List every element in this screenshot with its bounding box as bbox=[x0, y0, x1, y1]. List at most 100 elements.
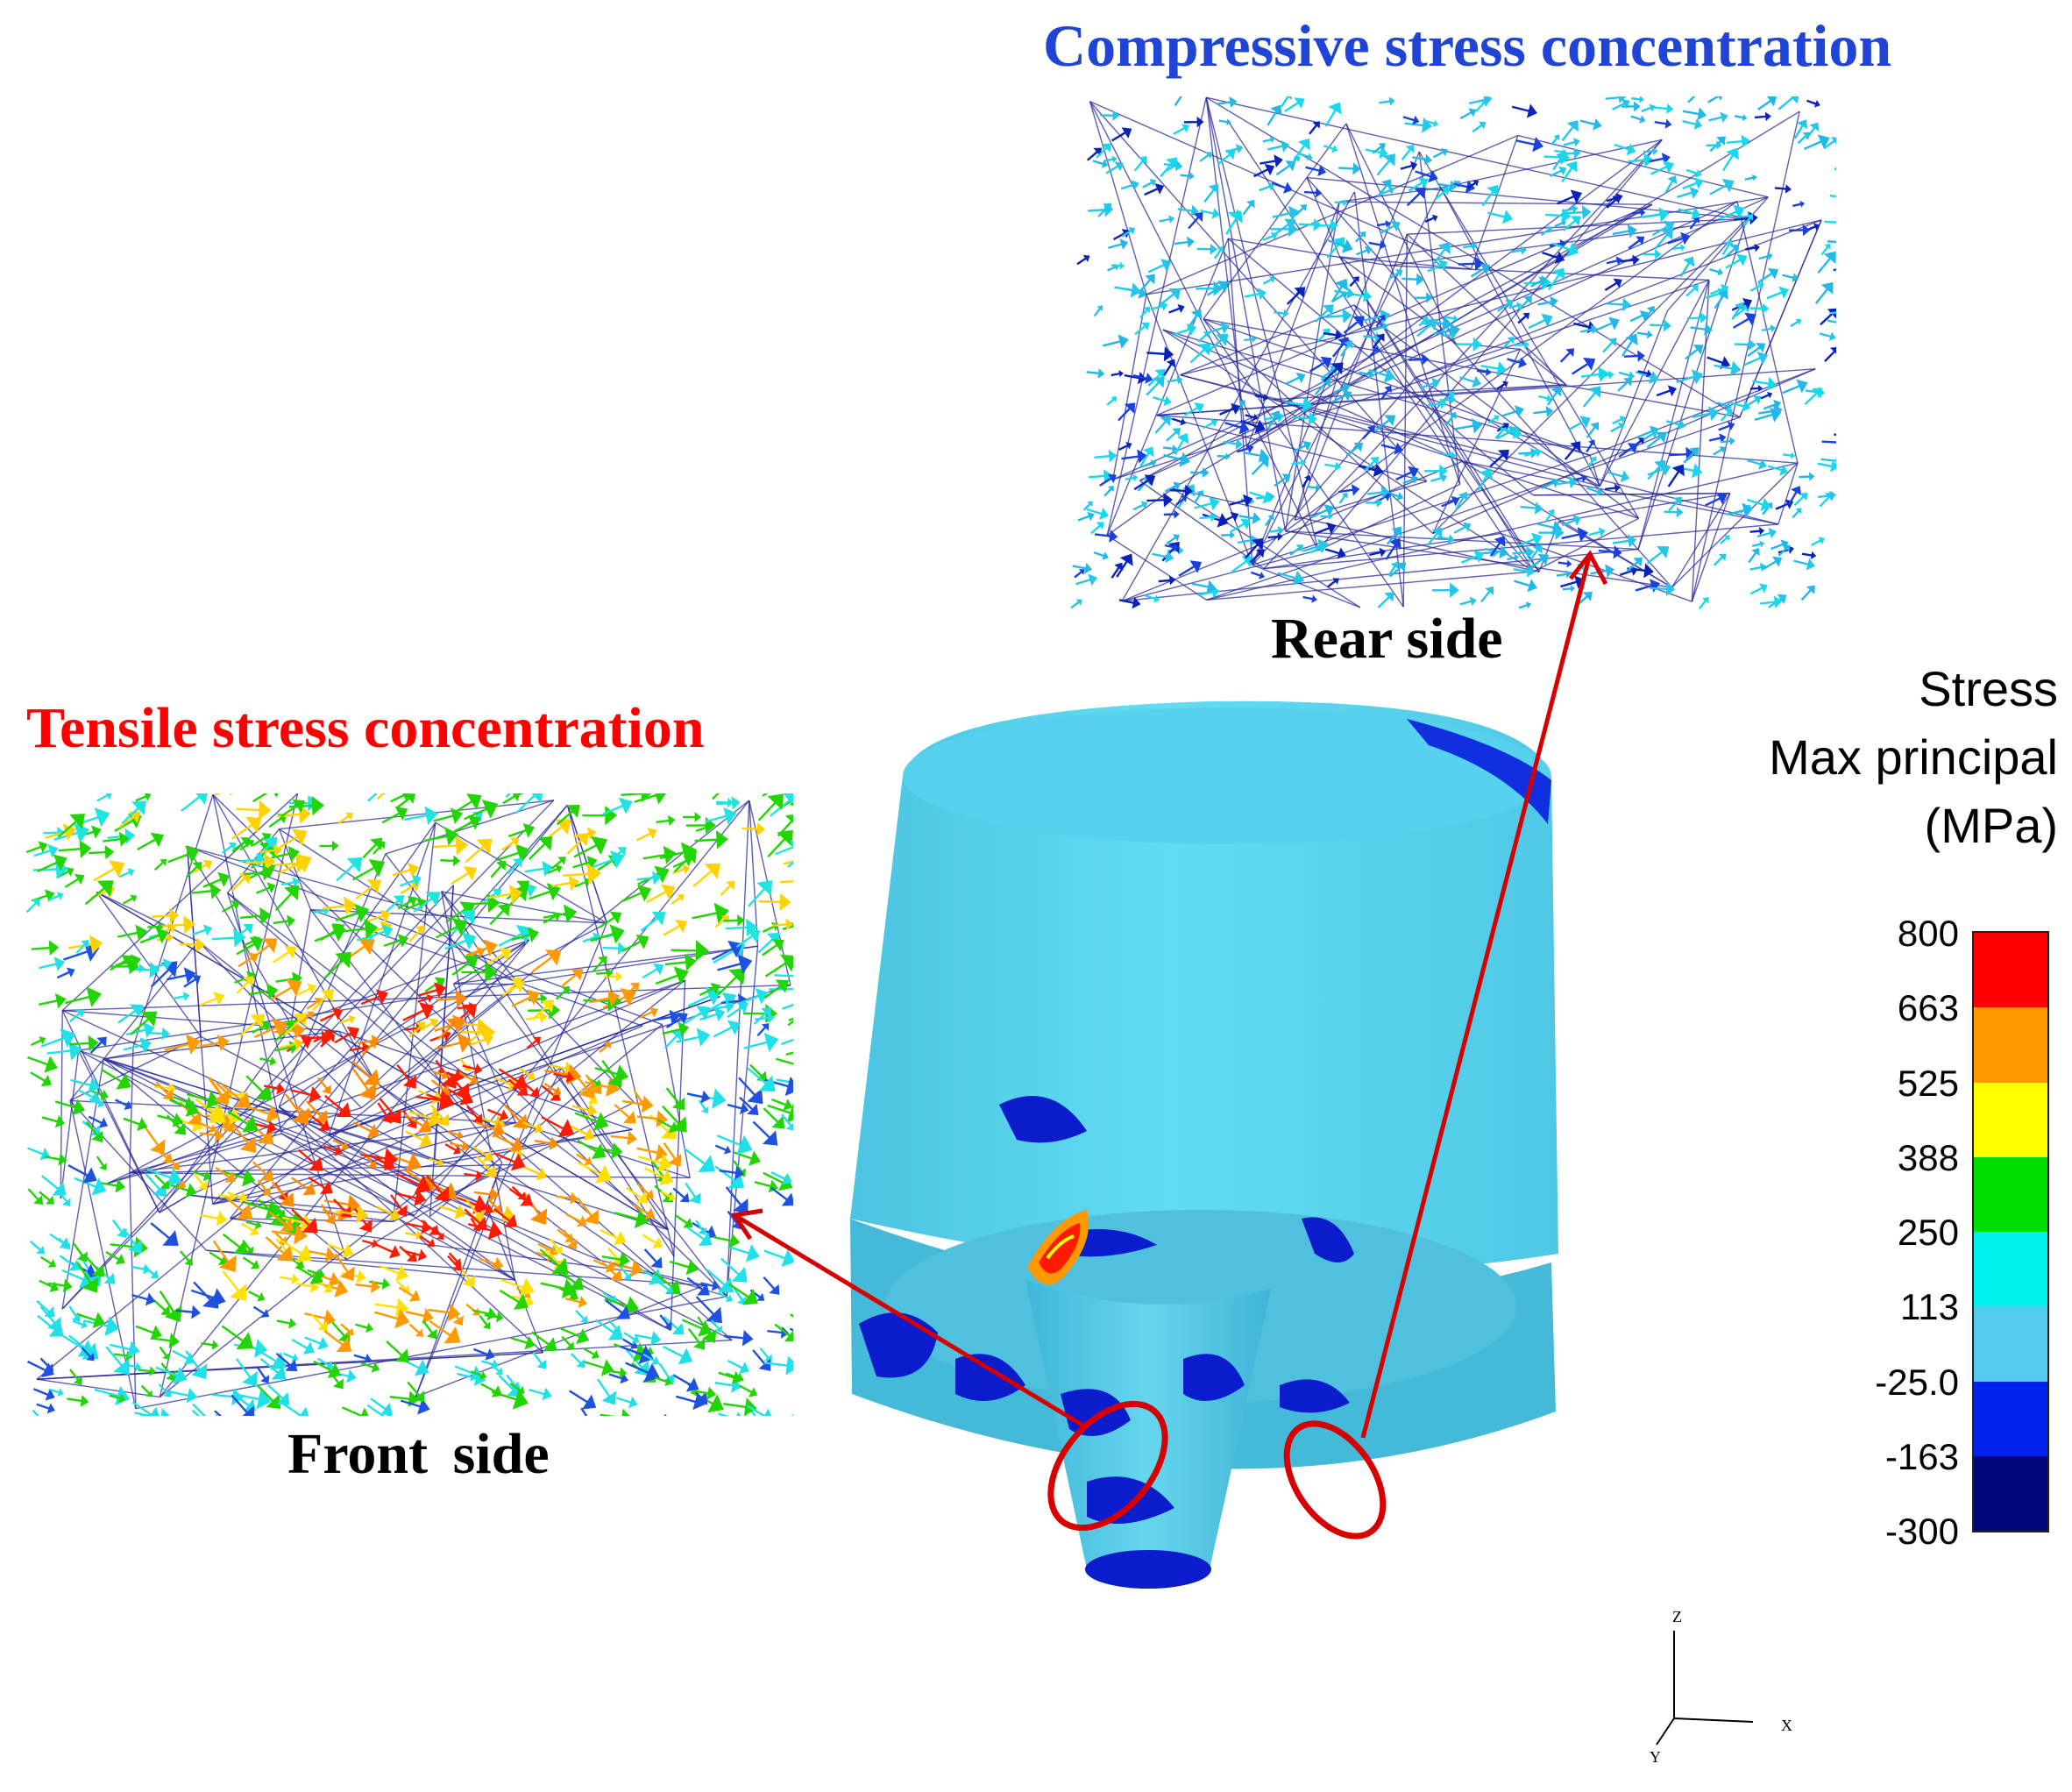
stress-vector-arrow bbox=[596, 1378, 617, 1405]
stress-vector-arrow bbox=[1159, 288, 1181, 307]
stress-vector-arrow bbox=[1676, 369, 1704, 385]
stress-vector-arrow bbox=[59, 1255, 81, 1271]
mesh-edge bbox=[328, 984, 791, 1136]
stress-vector-arrow bbox=[1096, 143, 1111, 159]
compressive-hotspot bbox=[1302, 1217, 1354, 1262]
stress-vector-arrow bbox=[636, 1110, 668, 1127]
stress-vector-arrow bbox=[1458, 256, 1485, 272]
stress-vector-arrow bbox=[96, 1156, 108, 1170]
stress-vector-arrow bbox=[69, 1035, 99, 1052]
mesh-edge bbox=[1139, 196, 1769, 481]
stress-vector-arrow bbox=[281, 1213, 314, 1232]
mesh-edge bbox=[1402, 234, 1409, 608]
stress-vector-arrow bbox=[1314, 522, 1337, 535]
stress-vector-arrow bbox=[532, 1351, 547, 1369]
stress-vector-arrow bbox=[369, 1277, 391, 1291]
stress-vector-arrow bbox=[1183, 402, 1204, 416]
stress-vector-arrow bbox=[1174, 96, 1182, 107]
stress-vector-arrow bbox=[770, 1186, 793, 1206]
stress-vector-arrow bbox=[1236, 444, 1254, 454]
stress-vector-arrow bbox=[637, 865, 670, 885]
stress-vector-arrow bbox=[1262, 276, 1275, 285]
stress-vector-arrow bbox=[749, 1063, 768, 1082]
mesh-edge bbox=[78, 1049, 515, 1281]
stress-vector-arrow bbox=[201, 1122, 216, 1133]
stress-vector-arrow bbox=[777, 814, 793, 837]
stress-vector-arrow bbox=[314, 924, 346, 942]
stress-vector-arrow bbox=[1267, 104, 1282, 126]
stress-vector-arrow bbox=[1610, 422, 1625, 433]
mesh-edge bbox=[1203, 318, 1740, 418]
mesh-edge bbox=[1205, 97, 1319, 551]
mesh-edge bbox=[188, 979, 685, 1196]
stress-vector-arrow bbox=[39, 1191, 55, 1205]
mesh-edge bbox=[1284, 202, 1340, 532]
stress-vector-arrow bbox=[1093, 551, 1109, 560]
stress-vector-arrow bbox=[1076, 254, 1090, 266]
stress-vector-arrow bbox=[694, 830, 728, 850]
stress-vector-arrow bbox=[633, 1090, 646, 1107]
stress-vector-arrow bbox=[1749, 384, 1763, 392]
stress-vector-arrow bbox=[215, 793, 232, 796]
stress-vector-arrow bbox=[1099, 473, 1117, 487]
stress-vector-arrow bbox=[1767, 464, 1789, 476]
stress-vector-arrow bbox=[1664, 175, 1678, 194]
stress-vector-arrow bbox=[501, 980, 525, 997]
stress-vector-arrow bbox=[440, 855, 461, 867]
stress-vector-arrow bbox=[717, 968, 746, 996]
stress-vector-arrow bbox=[770, 793, 793, 817]
stress-vector-arrow bbox=[140, 1384, 153, 1397]
stress-vector-arrow bbox=[193, 1172, 208, 1191]
stress-vector-arrow bbox=[1291, 459, 1307, 467]
stress-vector-arrow bbox=[561, 1335, 575, 1350]
stress-vector-arrow bbox=[1720, 437, 1735, 445]
cone-tip bbox=[1085, 1550, 1211, 1589]
stress-vector-arrow bbox=[1267, 410, 1281, 430]
stress-vector-arrow bbox=[259, 1357, 287, 1380]
fea-model-3d-view bbox=[850, 700, 1558, 1589]
stress-vector-arrow bbox=[1244, 335, 1257, 343]
stress-vector-arrow bbox=[1474, 99, 1487, 112]
mesh-edge bbox=[1229, 123, 1502, 534]
stress-vector-arrow bbox=[1334, 198, 1348, 207]
stress-vector-arrow bbox=[1444, 412, 1457, 426]
stress-vector-arrow bbox=[305, 1030, 331, 1045]
axis-z-label: Z bbox=[1672, 1608, 1682, 1625]
stress-vector-arrow bbox=[1731, 302, 1745, 320]
stress-vector-arrow bbox=[362, 837, 383, 859]
stress-vector-arrow bbox=[1690, 323, 1713, 336]
stress-vector-arrow bbox=[26, 841, 48, 854]
mesh-edge bbox=[1180, 373, 1600, 487]
stress-vector-arrow bbox=[214, 1410, 223, 1416]
stress-vector-arrow bbox=[725, 1186, 749, 1214]
stress-vector-arrow bbox=[716, 1134, 753, 1156]
stress-vector-arrow bbox=[1174, 433, 1189, 456]
front-side-caption: Front side bbox=[287, 1422, 550, 1486]
stress-vector-arrow bbox=[1145, 594, 1160, 603]
stress-vector-arrow bbox=[1719, 204, 1745, 220]
stress-vector-arrow bbox=[1285, 396, 1313, 413]
stress-vector-arrow bbox=[1359, 463, 1384, 478]
stress-vector-arrow bbox=[672, 855, 693, 868]
stress-vector-arrow bbox=[1348, 288, 1373, 302]
mesh-edge bbox=[1317, 139, 1663, 551]
stress-vector-arrow bbox=[763, 1171, 793, 1191]
stress-vector-arrow bbox=[1380, 442, 1404, 455]
stress-vector-arrow bbox=[1643, 249, 1662, 260]
stress-vector-arrow bbox=[1656, 385, 1677, 397]
stress-vector-arrow bbox=[1817, 251, 1836, 274]
stress-vector-arrow bbox=[331, 1369, 357, 1383]
rear-stress-arrows bbox=[1070, 96, 1836, 609]
stress-vector-arrow bbox=[604, 1296, 640, 1316]
stress-vector-arrow bbox=[541, 1084, 561, 1101]
stress-vector-arrow bbox=[271, 1224, 309, 1245]
stress-vector-arrow bbox=[1626, 557, 1643, 572]
stress-vector-arrow bbox=[436, 1033, 472, 1054]
stress-vector-arrow bbox=[713, 1020, 741, 1038]
stress-vector-arrow bbox=[557, 1228, 574, 1242]
stress-vector-arrow bbox=[574, 1112, 609, 1131]
stress-vector-arrow bbox=[1153, 395, 1172, 407]
stress-vector-arrow bbox=[439, 1204, 466, 1220]
stress-vector-arrow bbox=[723, 914, 745, 927]
stress-vector-arrow bbox=[1567, 416, 1591, 431]
